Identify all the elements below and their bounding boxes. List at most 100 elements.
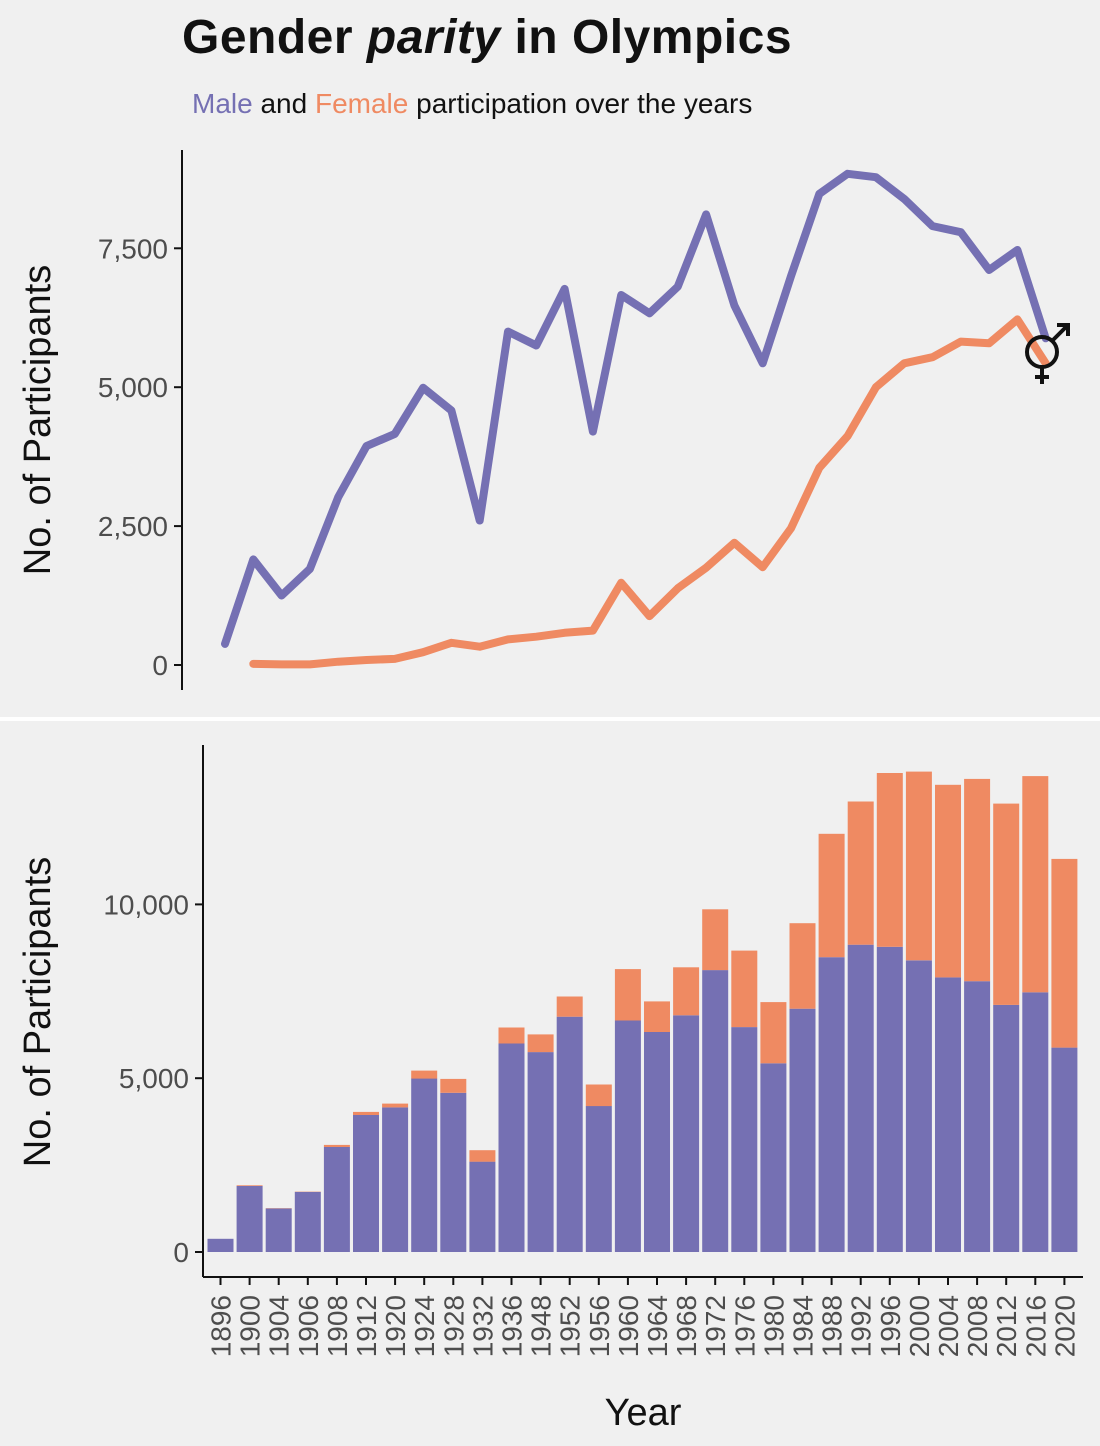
female-bar — [964, 778, 991, 982]
female-bar — [236, 1185, 263, 1186]
male-arrow-head-icon — [1057, 323, 1070, 336]
male-bar — [411, 1078, 438, 1252]
female-bar — [905, 771, 932, 961]
bar-y-tick-label: 5,000 — [119, 1063, 189, 1094]
bar-y-tick-label: 0 — [173, 1237, 189, 1268]
female-bar — [614, 969, 641, 1021]
male-bar — [236, 1186, 263, 1252]
bar-y-tick-label: 10,000 — [103, 889, 189, 920]
male-bar — [1022, 992, 1049, 1252]
subtitle-male-word: Male — [192, 88, 253, 119]
female-bar — [353, 1111, 379, 1115]
female-bar — [789, 923, 816, 1009]
line-y-tick-label: 5,000 — [98, 372, 168, 403]
female-bar — [382, 1103, 409, 1108]
female-bar — [585, 1084, 612, 1107]
female-bar — [323, 1144, 350, 1147]
male-bar — [527, 1052, 554, 1252]
male-bar — [382, 1107, 409, 1252]
bar-x-tick-label: 1996 — [875, 1295, 906, 1357]
male-bar — [265, 1208, 292, 1252]
male-bar — [207, 1238, 234, 1252]
bar-chart-panel: 1896190019041906190819121920192419281932… — [17, 745, 1083, 1434]
bar-x-tick-label: 2004 — [933, 1295, 964, 1357]
line-y-axis-title: No. of Participants — [17, 265, 59, 575]
female-bar — [673, 967, 700, 1016]
male-bar — [614, 1020, 641, 1252]
male-bar — [818, 957, 845, 1252]
bar-x-tick-label: 2012 — [991, 1295, 1022, 1357]
male-bar — [440, 1092, 467, 1252]
bar-x-tick-label: 1972 — [700, 1295, 731, 1357]
female-bar — [411, 1070, 438, 1079]
bar-x-tick-label: 1932 — [467, 1295, 498, 1357]
line-y-tick-label: 0 — [152, 650, 168, 681]
female-bar — [876, 773, 903, 947]
male-bar — [294, 1191, 321, 1252]
male-bar — [1051, 1047, 1078, 1252]
bar-x-tick-label: 1976 — [729, 1295, 760, 1357]
female-bar — [847, 801, 874, 945]
female-series-line — [249, 315, 1050, 669]
subtitle-and: and — [260, 88, 308, 119]
bar-x-tick-label: 2008 — [962, 1295, 993, 1357]
bar-x-axis-title: Year — [605, 1392, 682, 1434]
male-bar — [760, 1063, 787, 1252]
bar-x-tick-label: 1906 — [293, 1295, 324, 1357]
male-bar — [905, 960, 932, 1252]
bar-x-tick-label: 1924 — [409, 1295, 440, 1357]
bar-x-tick-label: 1952 — [555, 1295, 586, 1357]
male-bar — [585, 1106, 612, 1252]
bar-y-axis-title: No. of Participants — [17, 857, 59, 1167]
bar-x-tick-label: 1964 — [642, 1295, 673, 1357]
subtitle-rest: participation over the years — [416, 88, 753, 119]
female-bar — [440, 1078, 467, 1093]
bar-x-tick-label: 1948 — [526, 1295, 557, 1357]
male-bar — [673, 1015, 700, 1252]
female-bar — [644, 1001, 670, 1032]
female-bar — [556, 996, 583, 1017]
line-chart-panel: 0 2,500 5,000 7,500 No. of Participants — [17, 150, 1070, 690]
chart-subtitle: Male and Female participation over the y… — [192, 88, 752, 120]
male-bar — [556, 1016, 583, 1252]
male-bar — [469, 1161, 496, 1252]
male-bar — [644, 1032, 670, 1252]
female-bar — [935, 784, 961, 978]
female-bar — [702, 909, 729, 971]
female-bar — [818, 833, 845, 958]
male-bar — [847, 944, 874, 1252]
bar-x-tick-label: 1992 — [846, 1295, 877, 1357]
bar-x-tick-label: 2000 — [904, 1295, 935, 1357]
male-arrow-shaft-icon — [1050, 323, 1070, 343]
bar-x-tick-label: 2016 — [1020, 1295, 1051, 1357]
chart-title: Gender parity in Olympics — [182, 10, 792, 65]
bar-x-tick-label: 1960 — [613, 1295, 644, 1357]
male-bar — [789, 1008, 816, 1252]
female-bar — [731, 950, 758, 1028]
bar-x-tick-label: 1928 — [438, 1295, 469, 1357]
bar-x-tick-label: 1904 — [264, 1295, 295, 1357]
female-bar — [993, 803, 1020, 1005]
bar-x-tick-label: 1956 — [584, 1295, 615, 1357]
bar-x-tick-label: 1988 — [817, 1295, 848, 1357]
female-bar — [498, 1027, 525, 1044]
title-after: in Olympics — [500, 11, 793, 64]
bar-x-tick-label: 1920 — [380, 1295, 411, 1357]
male-bar — [964, 981, 991, 1252]
line-y-tick-label: 7,500 — [98, 233, 168, 264]
bar-x-tick-label: 1896 — [206, 1295, 237, 1357]
male-bar — [935, 977, 961, 1252]
bar-x-tick-label: 1980 — [758, 1295, 789, 1357]
bar-x-tick-label: 2020 — [1049, 1295, 1080, 1357]
female-bar — [469, 1150, 496, 1162]
bar-x-tick-label: 1984 — [788, 1295, 819, 1357]
bar-x-tick-label: 1936 — [497, 1295, 528, 1357]
bar-x-tick-label: 1900 — [235, 1295, 266, 1357]
title-italic: parity — [366, 11, 501, 64]
bar-x-tick-label: 1912 — [351, 1295, 382, 1357]
male-series-line — [221, 169, 1050, 648]
male-female-symbol-icon — [1025, 323, 1070, 384]
female-bar — [527, 1034, 554, 1053]
bar-x-tick-label: 1908 — [322, 1295, 353, 1357]
bar-x-tick-label: 1968 — [671, 1295, 702, 1357]
